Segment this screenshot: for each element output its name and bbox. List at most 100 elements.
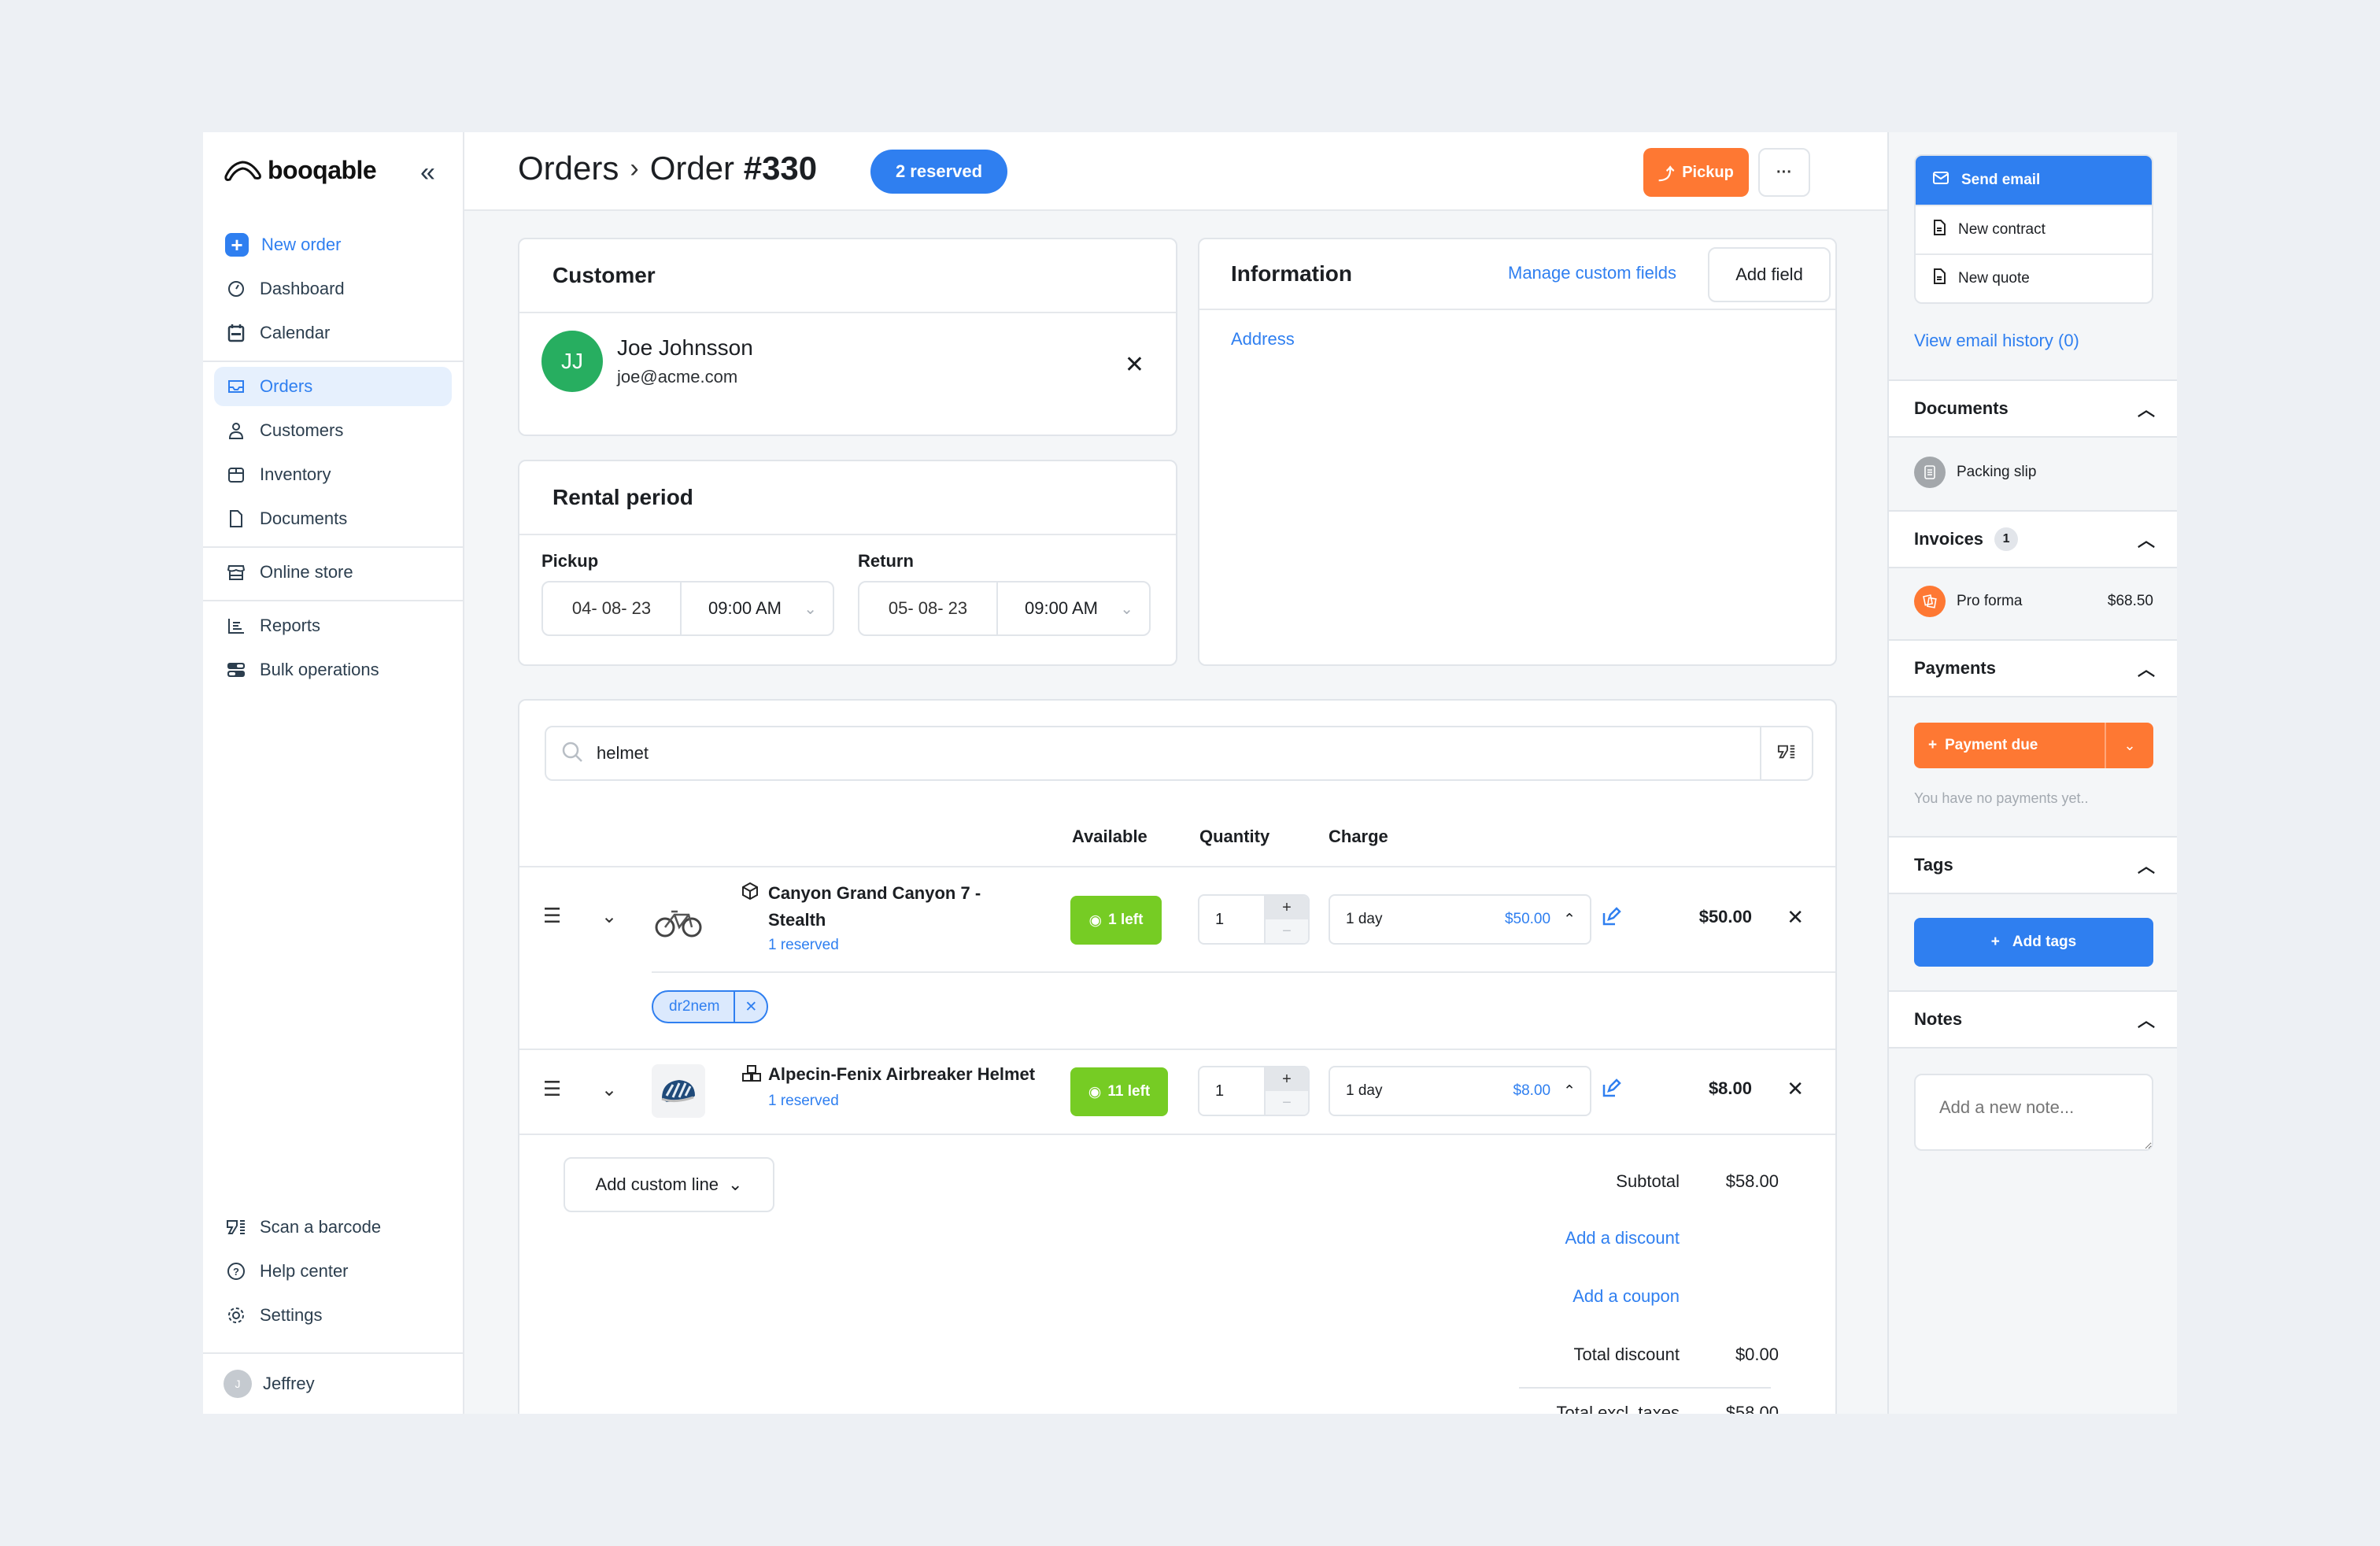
payment-due-label: Payment due: [1945, 737, 2038, 753]
payment-due-button[interactable]: + Payment due ⌄: [1914, 723, 2153, 768]
chevron-down-icon[interactable]: ⌄: [601, 1079, 618, 1100]
return-date-input[interactable]: 05- 08- 23: [859, 583, 998, 634]
notes-section-header[interactable]: Notes ︿: [1889, 990, 2177, 1049]
sidebar-item-orders[interactable]: Orders: [214, 367, 452, 406]
divider: [652, 971, 1835, 973]
document-label: Packing slip: [1957, 464, 2037, 480]
availability-badge[interactable]: ◉ 11 left: [1070, 1067, 1168, 1116]
tags-section-header[interactable]: Tags ︿: [1889, 836, 2177, 894]
chevron-up-icon: ︿: [2137, 660, 2155, 679]
reserved-link[interactable]: 1 reserved: [768, 1093, 839, 1109]
sidebar-item-calendar[interactable]: Calendar: [214, 313, 452, 353]
sidebar-item-reports[interactable]: Reports: [214, 606, 452, 645]
product-name-link[interactable]: Canyon Grand Canyon 7 - Stealth: [768, 883, 981, 930]
sidebar-item-help-center[interactable]: ? Help center: [214, 1252, 452, 1291]
quantity-input[interactable]: 1: [1215, 910, 1225, 928]
add-custom-line-button[interactable]: Add custom line ⌄: [564, 1157, 774, 1212]
svg-text:?: ?: [233, 1266, 239, 1278]
pickup-date-input[interactable]: 04- 08- 23: [543, 583, 682, 634]
new-quote-button[interactable]: New quote: [1916, 253, 2152, 302]
sidebar-item-label: Online store: [260, 562, 353, 582]
remove-customer-icon[interactable]: ✕: [1124, 352, 1144, 378]
sidebar-item-documents[interactable]: Documents: [214, 499, 452, 538]
decrement-button[interactable]: −: [1266, 1091, 1308, 1115]
brand-logo[interactable]: booqable: [224, 156, 377, 185]
user-menu[interactable]: J Jeffrey: [203, 1352, 463, 1414]
sidebar-item-new-order[interactable]: + New order: [214, 225, 452, 264]
chevron-down-icon: ⌄: [2123, 737, 2136, 753]
product-name-link[interactable]: Alpecin-Fenix Airbreaker Helmet: [768, 1064, 1036, 1084]
remove-line-icon[interactable]: ✕: [1787, 1077, 1804, 1100]
customer-row[interactable]: JJ Joe Johnsson joe@acme.com ✕: [519, 313, 1176, 409]
payment-due-main[interactable]: + Payment due: [1914, 723, 2105, 768]
breadcrumb-orders-link[interactable]: Orders: [518, 150, 619, 187]
view-email-history-link[interactable]: View email history (0): [1914, 331, 2079, 350]
increment-button[interactable]: +: [1266, 896, 1308, 919]
documents-section-header[interactable]: Documents ︿: [1889, 379, 2177, 438]
availability-badge[interactable]: ◉ 1 left: [1070, 896, 1162, 945]
search-input[interactable]: [597, 743, 1760, 764]
charge-select[interactable]: 1 day $8.00 ⌃: [1329, 1066, 1591, 1116]
add-discount-link[interactable]: Add a discount: [1565, 1228, 1680, 1248]
divider: [203, 600, 463, 601]
return-time-select[interactable]: 09:00 AM ⌄: [998, 583, 1149, 634]
add-field-button[interactable]: Add field: [1708, 247, 1831, 302]
sidebar-item-online-store[interactable]: Online store: [214, 553, 452, 592]
invoice-item-pro-forma[interactable]: Pro forma $68.50: [1914, 586, 2153, 617]
charge-select[interactable]: 1 day $50.00 ⌃: [1329, 894, 1591, 945]
scan-barcode-button[interactable]: [1760, 727, 1812, 779]
target-icon: ◉: [1088, 912, 1103, 929]
payment-options-dropdown[interactable]: ⌄: [2105, 723, 2153, 768]
pickup-field: Pickup 04- 08- 23 09:00 AM ⌄: [541, 551, 834, 636]
sidebar-item-settings[interactable]: Settings: [214, 1296, 452, 1335]
add-tags-button[interactable]: + Add tags: [1914, 918, 2153, 967]
column-header-available: Available: [1072, 827, 1148, 846]
arrow-up-icon: ⤴: [1658, 165, 1675, 183]
add-custom-line-label: Add custom line: [595, 1174, 719, 1194]
chevron-up-icon: ⌃: [1563, 911, 1576, 928]
sidebar-item-customers[interactable]: Customers: [214, 411, 452, 450]
document-icon: [1933, 220, 1946, 240]
remove-line-icon[interactable]: ✕: [1787, 905, 1804, 929]
total-discount-label: Total discount: [1573, 1344, 1680, 1364]
app-window: booqable « + New order Dashboard Calenda…: [203, 132, 2177, 1414]
sidebar-item-dashboard[interactable]: Dashboard: [214, 269, 452, 309]
increment-button[interactable]: +: [1266, 1067, 1308, 1091]
address-link[interactable]: Address: [1231, 329, 1295, 349]
sidebar-item-bulk-operations[interactable]: Bulk operations: [214, 650, 452, 690]
pickup-time-select[interactable]: 09:00 AM ⌄: [682, 583, 833, 634]
customer-card: Customer JJ Joe Johnsson joe@acme.com ✕: [518, 238, 1177, 436]
send-email-button[interactable]: Send email: [1916, 156, 2152, 205]
add-coupon-link[interactable]: Add a coupon: [1572, 1286, 1680, 1306]
decrement-button[interactable]: −: [1266, 919, 1308, 943]
new-contract-button[interactable]: New contract: [1916, 205, 2152, 253]
drag-handle-icon[interactable]: ☰: [543, 1077, 562, 1100]
edit-icon[interactable]: [1601, 1078, 1621, 1103]
new-note-textarea[interactable]: [1914, 1074, 2153, 1151]
reserved-link[interactable]: 1 reserved: [768, 937, 839, 953]
sidebar-item-inventory[interactable]: Inventory: [214, 455, 452, 494]
more-actions-button[interactable]: ···: [1758, 148, 1810, 197]
pickup-button[interactable]: ⤴ Pickup: [1643, 148, 1749, 197]
document-item-packing-slip[interactable]: Packing slip: [1914, 457, 2153, 488]
manage-custom-fields-link[interactable]: Manage custom fields: [1508, 263, 1676, 283]
payments-section-header[interactable]: Payments ︿: [1889, 639, 2177, 697]
quantity-stepper: 1 + −: [1198, 1066, 1310, 1116]
sidebar-item-label: Documents: [260, 509, 348, 528]
page-title: Order #330: [650, 150, 817, 187]
new-contract-label: New contract: [1958, 221, 2046, 238]
sidebar-item-scan-barcode[interactable]: Scan a barcode: [214, 1208, 452, 1247]
customer-name[interactable]: Joe Johnsson: [617, 335, 753, 360]
product-thumbnail-helmet: [652, 1064, 705, 1118]
rental-period-card: Rental period Pickup 04- 08- 23 09:00 AM…: [518, 460, 1177, 666]
drag-handle-icon[interactable]: ☰: [543, 904, 562, 927]
quantity-input[interactable]: 1: [1215, 1082, 1225, 1100]
chevron-down-icon[interactable]: ⌄: [601, 906, 618, 927]
edit-icon[interactable]: [1601, 907, 1621, 931]
collapse-sidebar-icon[interactable]: «: [420, 157, 435, 187]
tag-label: dr2nem: [669, 998, 720, 1015]
remove-tag-icon[interactable]: ✕: [734, 992, 767, 1022]
breadcrumb: Orders › Order #330: [518, 150, 817, 187]
file-icon: [225, 508, 247, 530]
invoices-section-header[interactable]: Invoices 1 ︿: [1889, 510, 2177, 568]
